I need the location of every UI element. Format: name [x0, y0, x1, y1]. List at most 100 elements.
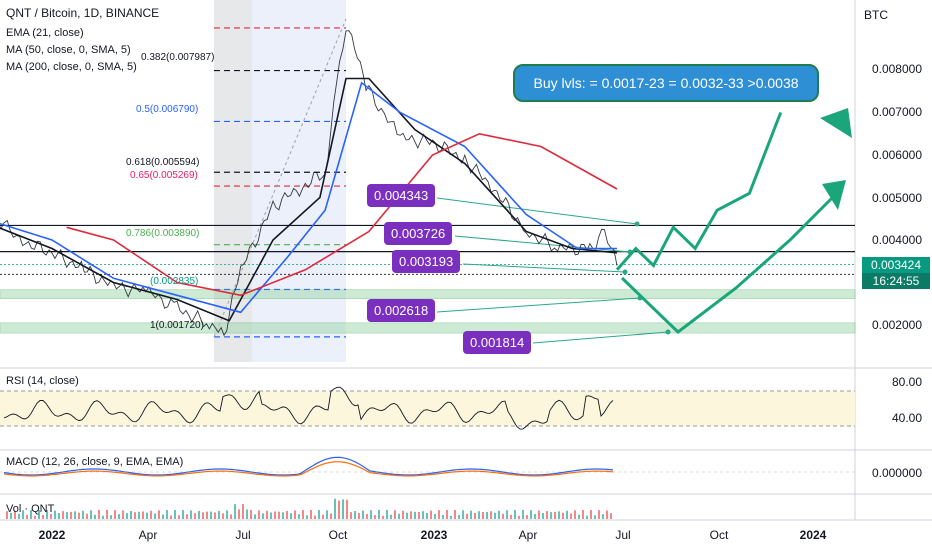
- volume-bar-418: [418, 512, 420, 519]
- volume-bar-202: [202, 512, 204, 519]
- currency-label: BTC: [864, 8, 888, 22]
- volume-bar-234: [234, 504, 236, 519]
- x-tick-apr-2022: Apr: [138, 528, 158, 542]
- volume-bar-438: [438, 510, 440, 519]
- volume-bar-242: [242, 504, 244, 519]
- volume-bar-426: [426, 512, 428, 519]
- tag-leader-2: [462, 263, 626, 273]
- projection-path-lower: [620, 188, 842, 334]
- volume-bar-178: [178, 515, 180, 519]
- volume-bar-462: [462, 510, 464, 519]
- volume-bar-474: [474, 512, 476, 519]
- volume-bar-582: [582, 510, 584, 519]
- volume-bar-470: [470, 510, 472, 519]
- projection-arrowhead-upper: [820, 108, 852, 138]
- fib-label-0886: (0.002835): [150, 276, 199, 287]
- y-tick-3: 0.006000: [871, 148, 922, 162]
- volume-bar-434: [434, 513, 436, 519]
- volume-bar-158: [158, 510, 160, 519]
- volume-bar-210: [210, 511, 212, 519]
- volume-bar-106: [106, 510, 108, 519]
- volume-bar-306: [306, 515, 308, 519]
- volume-bar-354: [354, 511, 356, 519]
- volume-bar-182: [182, 510, 184, 519]
- volume-bar-46: [46, 510, 48, 519]
- volume-bar-22: [22, 510, 24, 519]
- volume-bar-338: [338, 500, 340, 519]
- volume-bar-90: [90, 510, 92, 519]
- volume-bar-250: [250, 510, 252, 519]
- x-tick-jul-2022: Jul: [235, 528, 251, 542]
- volume-bar-66: [66, 512, 68, 519]
- series-line-2: [0, 81, 617, 314]
- price-tag-1: 0.004343: [367, 184, 436, 207]
- tag-leader-3: [436, 297, 641, 313]
- volume-bar-446: [446, 510, 448, 519]
- volume-bar-610: [610, 513, 612, 519]
- volume-bar-578: [578, 514, 580, 519]
- volume-bar-530: [530, 510, 532, 519]
- volume-bar-190: [190, 510, 192, 519]
- x-tick-oct-2022: Oct: [328, 528, 348, 542]
- tag-leader-dot-2: [622, 269, 628, 275]
- volume-bar-222: [222, 513, 224, 519]
- volume-bar-134: [134, 512, 136, 519]
- volume-bar-330: [330, 513, 332, 519]
- volume-bar-282: [282, 512, 284, 519]
- volume-bar-502: [502, 513, 504, 519]
- volume-bar-290: [290, 513, 292, 519]
- x-tick-apr-2023: Apr: [518, 528, 538, 542]
- volume-bar-430: [430, 510, 432, 519]
- volume-bar-166: [166, 510, 168, 519]
- volume-bar-318: [318, 510, 320, 519]
- tag-leader-dot-0: [634, 221, 640, 227]
- volume-bar-14: [14, 510, 16, 519]
- fib-label-0382: 0.382(0.007987): [141, 52, 215, 63]
- volume-bar-490: [490, 511, 492, 519]
- volume-bar-566: [566, 510, 568, 519]
- x-tick-2022: 2022: [38, 528, 66, 542]
- volume-bar-50: [50, 513, 52, 519]
- volume-bar-362: [362, 510, 364, 519]
- rsi-band: [0, 391, 855, 426]
- demand-zone-1: [0, 322, 856, 334]
- volume-bar-42: [42, 514, 44, 519]
- tag-leader-1: [454, 235, 631, 253]
- volume-bar-406: [406, 512, 408, 519]
- volume-bar-598: [598, 510, 600, 519]
- volume-bar-138: [138, 511, 140, 519]
- volume-bar-102: [102, 515, 104, 519]
- volume-bar-606: [606, 510, 608, 519]
- price-tag-2: 0.003726: [384, 222, 453, 245]
- volume-bar-274: [274, 511, 276, 519]
- rsi-tick-80: 80.00: [891, 375, 922, 389]
- volume-bar-198: [198, 510, 200, 519]
- x-tick-jul-2023: Jul: [615, 528, 631, 542]
- volume-bar-370: [370, 510, 372, 519]
- volume-bar-122: [122, 510, 124, 519]
- volume-bar-590: [590, 510, 592, 519]
- volume-bar-262: [262, 513, 264, 519]
- volume-bar-546: [546, 511, 548, 519]
- volume-bar-238: [238, 509, 240, 519]
- volume-bar-374: [374, 515, 376, 519]
- volume-bar-534: [534, 513, 536, 519]
- volume-bar-82: [82, 510, 84, 519]
- volume-bar-258: [258, 510, 260, 519]
- ma200-legend: MA (200, close, 0, SMA, 5): [6, 61, 137, 73]
- volume-bar-386: [386, 510, 388, 519]
- volume-bar-214: [214, 512, 216, 519]
- volume-bar-278: [278, 511, 280, 519]
- volume-bar-266: [266, 510, 268, 519]
- macd-label: MACD (12, 26, close, 9, EMA, EMA): [6, 456, 184, 468]
- volume-bar-450: [450, 515, 452, 519]
- volume-bar-554: [554, 511, 556, 519]
- volume-bar-518: [518, 515, 520, 519]
- volume-bar-286: [286, 510, 288, 519]
- volume-bar-550: [550, 512, 552, 519]
- volume-bar-34: [34, 515, 36, 519]
- price-tag-4: 0.002618: [367, 299, 436, 322]
- volume-bar-230: [230, 514, 232, 519]
- fib-label-065: 0.65(0.005269): [130, 170, 198, 181]
- volume-bar-522: [522, 510, 524, 519]
